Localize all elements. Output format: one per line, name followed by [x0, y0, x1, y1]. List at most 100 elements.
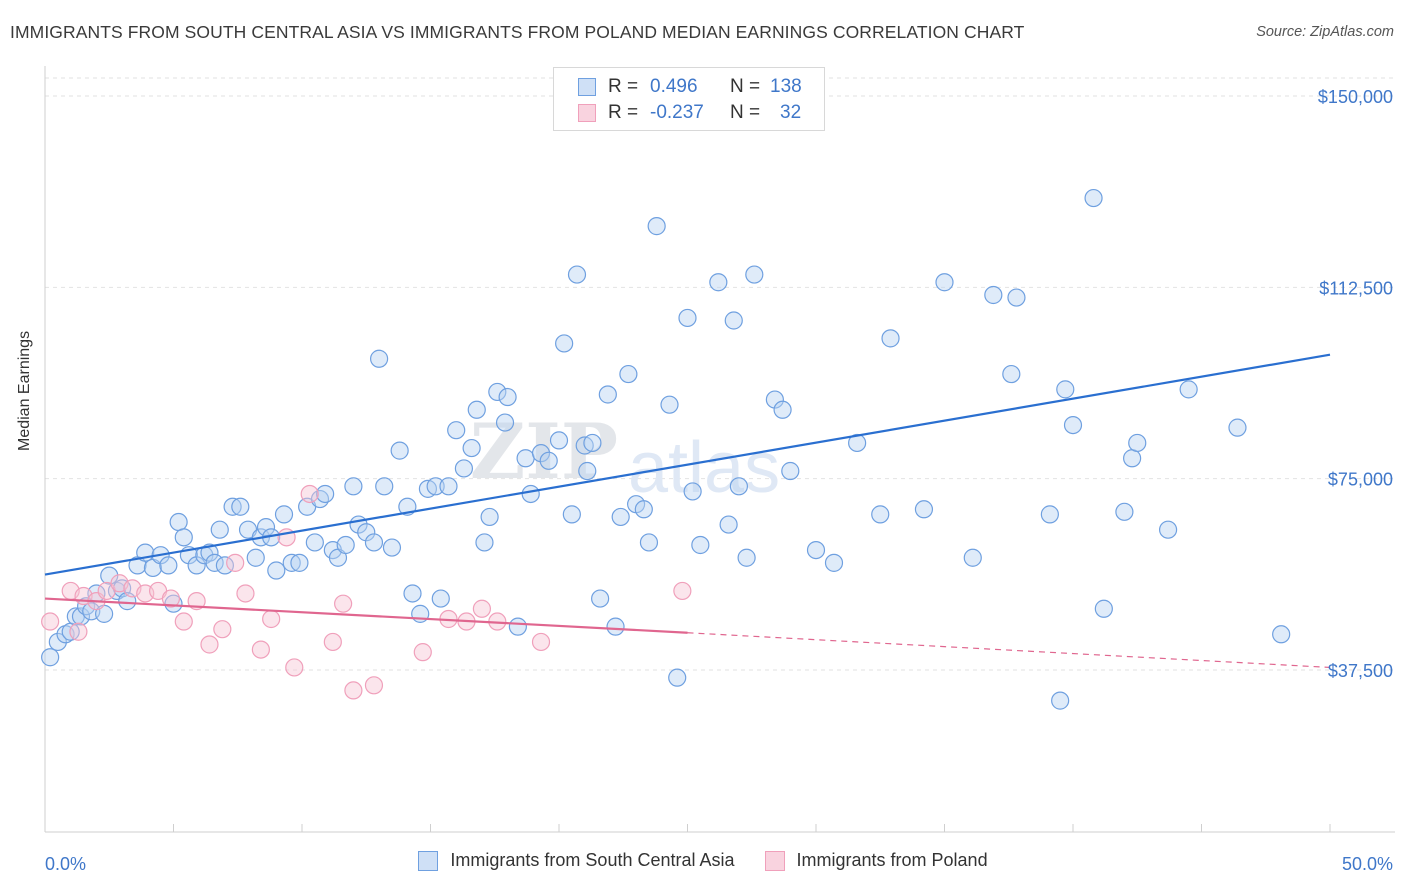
data-point — [531, 444, 551, 463]
data-point — [531, 632, 551, 652]
data-point — [187, 556, 206, 575]
legend-swatch-pink — [578, 104, 596, 122]
data-point — [382, 538, 402, 557]
data-point — [1084, 188, 1103, 208]
data-point — [1040, 505, 1059, 524]
data-point — [549, 431, 569, 450]
trend-lines — [44, 353, 1331, 669]
data-point — [963, 548, 982, 567]
data-point — [984, 285, 1003, 305]
data-point — [390, 441, 409, 460]
legend-r-label: R = — [608, 76, 639, 97]
data-point — [691, 535, 710, 555]
data-point — [1002, 364, 1021, 384]
data-point — [611, 507, 630, 527]
data-point — [881, 329, 900, 348]
data-point — [619, 364, 638, 384]
data-point — [41, 648, 60, 667]
legend-row-pink: R = -0.237 N = 32 — [578, 101, 801, 125]
data-point — [236, 584, 255, 603]
data-point — [539, 451, 558, 470]
data-point — [370, 349, 389, 368]
data-point — [164, 594, 183, 613]
data-point — [660, 395, 679, 414]
data-point — [267, 561, 286, 580]
data-point — [737, 548, 756, 567]
source-label: Source: ZipAtlas.com — [1256, 24, 1394, 40]
data-point — [480, 507, 499, 527]
data-point — [488, 382, 507, 402]
data-point — [223, 497, 242, 516]
data-point — [935, 273, 954, 292]
data-point — [161, 589, 181, 608]
legend-swatch-blue — [418, 850, 439, 871]
data-point — [806, 540, 826, 560]
data-point — [591, 589, 610, 608]
data-point — [431, 589, 450, 608]
data-point — [403, 584, 422, 603]
data-point — [1094, 599, 1113, 618]
data-point — [606, 617, 625, 636]
data-point — [472, 599, 491, 618]
data-point — [1056, 380, 1075, 399]
data-point — [169, 512, 188, 532]
data-point — [375, 477, 394, 496]
data-point — [300, 484, 319, 504]
watermark: ZIP atlas — [470, 407, 780, 508]
data-point — [673, 581, 692, 601]
data-point — [413, 643, 432, 662]
data-point — [285, 658, 304, 677]
legend-n-value: 32 — [780, 102, 802, 123]
data-point — [583, 433, 602, 453]
data-point — [598, 385, 617, 404]
x-tick-label: 50.0% — [1342, 854, 1393, 874]
data-point — [848, 433, 867, 453]
data-point — [639, 533, 659, 552]
chart-title: IMMIGRANTS FROM SOUTH CENTRAL ASIA VS IM… — [10, 22, 1025, 42]
data-point — [462, 438, 481, 458]
data-point — [647, 217, 666, 236]
data-point — [1123, 449, 1142, 468]
data-point — [1228, 418, 1247, 437]
legend-r-value: -0.237 — [650, 102, 704, 123]
data-point — [668, 668, 687, 687]
data-point — [174, 528, 193, 547]
legend-n-label: N = — [730, 102, 761, 123]
data-point — [174, 612, 193, 631]
data-point — [516, 449, 535, 468]
data-point — [1115, 502, 1134, 521]
data-point — [1272, 625, 1291, 644]
data-point — [323, 632, 342, 652]
data-point — [274, 505, 294, 524]
data-point — [246, 548, 265, 567]
data-point — [1007, 288, 1026, 307]
data-point — [447, 421, 466, 440]
data-point — [336, 535, 355, 555]
data-point — [498, 387, 517, 407]
y-tick-label: $37,500 — [1328, 661, 1393, 681]
trend-line-poland-extension — [687, 632, 1331, 669]
data-point — [467, 400, 486, 419]
x-tick-label: 0.0% — [45, 854, 86, 874]
data-point — [364, 676, 384, 695]
data-point — [364, 533, 384, 552]
data-point — [100, 566, 119, 585]
data-point — [290, 553, 309, 572]
data-point — [578, 461, 597, 481]
grid-lines — [45, 77, 1395, 671]
data-point — [159, 556, 178, 575]
data-point — [824, 553, 844, 572]
data-point — [305, 533, 324, 552]
data-point — [773, 400, 792, 419]
y-tick-label: $75,000 — [1328, 470, 1393, 490]
data-point — [48, 632, 67, 652]
data-point — [555, 334, 574, 353]
data-point — [344, 681, 363, 700]
data-point — [508, 617, 527, 636]
legend-item-south-central-asia: Immigrants from South Central Asia — [418, 850, 735, 871]
data-point — [634, 500, 653, 519]
legend-item-poland: Immigrants from Poland — [764, 850, 988, 871]
data-point — [745, 265, 764, 284]
data-point — [426, 477, 445, 496]
